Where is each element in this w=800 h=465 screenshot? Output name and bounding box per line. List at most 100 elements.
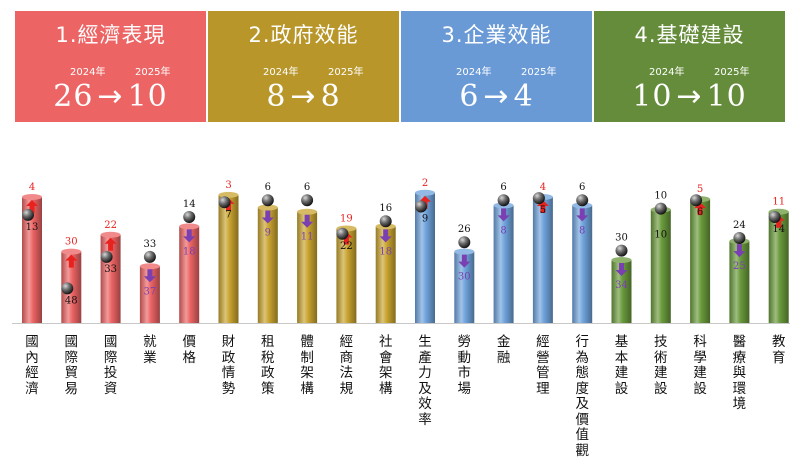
- bar: [729, 241, 750, 323]
- bar: [650, 209, 671, 323]
- ball-2024: [615, 244, 628, 257]
- bar: [690, 199, 711, 323]
- year-2024-label: 2024年: [649, 67, 685, 78]
- arrow-down-icon: [379, 229, 392, 243]
- label-2024: 6: [265, 182, 271, 193]
- panel-title: 1.經濟表現: [55, 23, 166, 47]
- bar-group: 73: [218, 180, 239, 323]
- label-2024: 30: [615, 233, 628, 244]
- category-label: 科學建設: [693, 334, 707, 397]
- rank-2024: 6: [459, 79, 480, 114]
- ball-2024: [379, 215, 392, 228]
- label-2024: 22: [340, 241, 353, 252]
- arrow-down-icon: [615, 263, 628, 276]
- ball-2024: [576, 194, 589, 207]
- category-label: 就業: [143, 334, 157, 366]
- arrow-down-icon: [183, 229, 196, 243]
- bar-group: 65: [690, 184, 711, 323]
- label-2025: 37: [144, 286, 157, 297]
- bar-top: [297, 208, 318, 215]
- bar: [768, 211, 789, 323]
- category-label: 基本建設: [614, 334, 629, 397]
- bar-group: 69: [257, 182, 278, 323]
- label-2025: 18: [183, 246, 196, 257]
- bar: [532, 197, 553, 323]
- bar: [415, 192, 435, 323]
- panel-4: 4.基礎建設 2024年 2025年 10 → 10: [594, 11, 785, 122]
- label-2024: 6: [697, 207, 703, 218]
- right-arrow-icon: →: [483, 79, 510, 114]
- label-2025: 30: [458, 272, 471, 283]
- category-label: 行為態度及價值觀: [575, 334, 589, 459]
- category-label: 勞動市場: [457, 334, 472, 397]
- category-label: 社會架構: [378, 334, 393, 397]
- bar-group: 22 19: [336, 214, 357, 323]
- label-2025: 30: [65, 237, 78, 248]
- arrow-up-icon: [26, 200, 38, 213]
- bar: [22, 197, 42, 323]
- ball-2024: [100, 250, 113, 263]
- bar-top: [257, 204, 278, 211]
- ball-2024: [61, 282, 74, 295]
- ball-2024: [415, 200, 427, 213]
- label-2024: 7: [225, 209, 231, 220]
- label-2025: 3: [225, 180, 231, 191]
- bar-top: [61, 248, 82, 255]
- rank-2024: 26: [53, 79, 94, 114]
- label-2024: 33: [144, 239, 157, 250]
- rank-2024: 8: [266, 79, 287, 114]
- label-2024: 9: [422, 214, 428, 225]
- ball-2024: [301, 194, 314, 207]
- right-arrow-icon: →: [290, 79, 317, 114]
- category-label: 教育: [771, 334, 786, 366]
- bar-top: [139, 263, 160, 270]
- panel-3: 3.企業效能 2024年 2025年 6 → 4: [401, 11, 592, 122]
- category-label: 國際投資: [103, 334, 118, 397]
- label-2025: 8: [579, 225, 585, 236]
- right-arrow-icon: →: [97, 79, 124, 114]
- label-2025: 8: [500, 225, 506, 236]
- year-2024-label: 2024年: [70, 67, 106, 78]
- bar-group: 24 25: [729, 220, 750, 323]
- label-2024: 6: [579, 182, 585, 193]
- bar-group: 92: [415, 178, 435, 323]
- category-label: 醫療與環境: [732, 334, 747, 412]
- panel-1: 1.經濟表現 2024年 2025年 26 → 10: [15, 11, 206, 122]
- arrow-down-icon: [301, 214, 314, 228]
- bar-top: [415, 189, 435, 196]
- ball-2024: [218, 196, 231, 209]
- bar-group: 54: [532, 182, 553, 323]
- bar-group: 30 34: [611, 233, 632, 323]
- label-2025: 5: [697, 184, 703, 195]
- label-2025: 4: [540, 182, 546, 193]
- label-2024: 6: [500, 182, 506, 193]
- category-label: 體制架構: [300, 334, 314, 397]
- ball-2024: [22, 208, 34, 221]
- panel-title: 3.企業效能: [441, 23, 552, 47]
- bar: [257, 207, 278, 323]
- arrow-down-icon: [497, 208, 510, 222]
- label-2025: 25: [733, 261, 746, 272]
- label-2024: 6: [304, 182, 310, 193]
- bar: [572, 205, 593, 323]
- bar-group: 26 30: [454, 224, 475, 323]
- label-2024: 14: [772, 224, 785, 235]
- ball-2024: [143, 250, 156, 263]
- arrow-down-icon: [261, 210, 274, 224]
- label-2024: 5: [540, 205, 546, 216]
- panel-2: 2.政府效能 2024年 2025年 8 → 8: [208, 11, 399, 122]
- label-2024: 14: [183, 199, 196, 210]
- bar-group: 33 37: [139, 239, 160, 323]
- bar-group: 13 4: [22, 182, 42, 323]
- label-2025: 34: [615, 280, 628, 291]
- arrow-down-icon: [576, 208, 589, 222]
- label-2025: 11: [301, 232, 314, 243]
- label-2025: 11: [772, 197, 785, 208]
- arrow-up-icon: [104, 237, 117, 251]
- label-2025: 22: [104, 220, 117, 231]
- panel-title: 4.基礎建設: [634, 23, 745, 47]
- label-2024: 16: [379, 203, 392, 214]
- ball-2024: [654, 202, 667, 215]
- bar-group: 48 30: [61, 237, 82, 323]
